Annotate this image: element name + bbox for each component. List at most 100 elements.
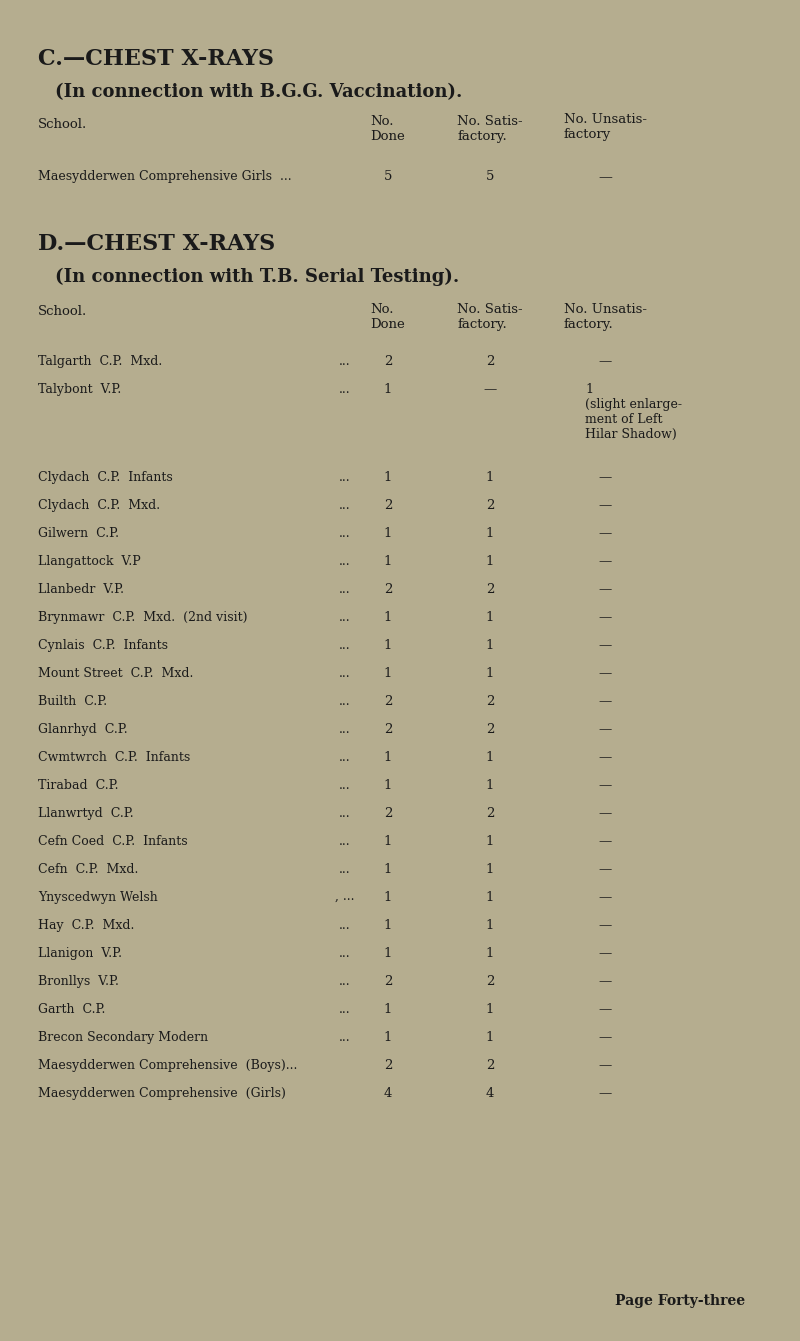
Text: 1: 1 [486, 919, 494, 932]
Text: ...: ... [339, 583, 351, 595]
Text: 1: 1 [384, 890, 392, 904]
Text: 2: 2 [384, 807, 392, 819]
Text: Mount Street  C.P.  Mxd.: Mount Street C.P. Mxd. [38, 666, 194, 680]
Text: Llangattock  V.P: Llangattock V.P [38, 555, 141, 569]
Text: No. Satis-
factory.: No. Satis- factory. [457, 303, 523, 331]
Text: School.: School. [38, 304, 87, 318]
Text: ...: ... [339, 779, 351, 793]
Text: ...: ... [339, 751, 351, 764]
Text: —: — [598, 1088, 612, 1100]
Text: 1: 1 [486, 835, 494, 848]
Text: No. Unsatis-
factory: No. Unsatis- factory [563, 113, 646, 141]
Text: —: — [598, 864, 612, 876]
Text: Clydach  C.P.  Infants: Clydach C.P. Infants [38, 471, 173, 484]
Text: 2: 2 [384, 975, 392, 988]
Text: 1: 1 [384, 666, 392, 680]
Text: Llanigon  V.P.: Llanigon V.P. [38, 947, 122, 960]
Text: Maesydderwen Comprehensive  (Boys)...: Maesydderwen Comprehensive (Boys)... [38, 1059, 298, 1071]
Text: Llanwrtyd  C.P.: Llanwrtyd C.P. [38, 807, 134, 819]
Text: —: — [598, 695, 612, 708]
Text: 2: 2 [486, 975, 494, 988]
Text: 2: 2 [486, 1059, 494, 1071]
Text: 2: 2 [384, 583, 392, 595]
Text: 1: 1 [384, 779, 392, 793]
Text: Talybont  V.P.: Talybont V.P. [38, 384, 122, 396]
Text: Llanbedr  V.P.: Llanbedr V.P. [38, 583, 124, 595]
Text: 5: 5 [384, 170, 392, 182]
Text: ...: ... [339, 1031, 351, 1045]
Text: ...: ... [339, 919, 351, 932]
Text: 1: 1 [384, 471, 392, 484]
Text: 2: 2 [384, 355, 392, 367]
Text: 1: 1 [384, 527, 392, 540]
Text: Maesydderwen Comprehensive Girls  ...: Maesydderwen Comprehensive Girls ... [38, 170, 292, 182]
Text: —: — [598, 355, 612, 367]
Text: —: — [598, 890, 612, 904]
Text: D.—CHEST X-RAYS: D.—CHEST X-RAYS [38, 233, 275, 255]
Text: ...: ... [339, 471, 351, 484]
Text: —: — [598, 583, 612, 595]
Text: —: — [598, 1059, 612, 1071]
Text: 1: 1 [486, 527, 494, 540]
Text: Garth  C.P.: Garth C.P. [38, 1003, 106, 1016]
Text: 1: 1 [486, 864, 494, 876]
Text: —: — [598, 807, 612, 819]
Text: ...: ... [339, 723, 351, 736]
Text: ...: ... [339, 947, 351, 960]
Text: 1: 1 [486, 1031, 494, 1045]
Text: Cefn  C.P.  Mxd.: Cefn C.P. Mxd. [38, 864, 138, 876]
Text: ...: ... [339, 499, 351, 512]
Text: 1: 1 [486, 666, 494, 680]
Text: ...: ... [339, 1003, 351, 1016]
Text: —: — [598, 1031, 612, 1045]
Text: Bronllys  V.P.: Bronllys V.P. [38, 975, 119, 988]
Text: —: — [598, 555, 612, 569]
Text: —: — [598, 499, 612, 512]
Text: ...: ... [339, 527, 351, 540]
Text: 1: 1 [384, 947, 392, 960]
Text: 1: 1 [384, 919, 392, 932]
Text: —: — [598, 975, 612, 988]
Text: 1: 1 [486, 640, 494, 652]
Text: Brynmawr  C.P.  Mxd.  (2nd visit): Brynmawr C.P. Mxd. (2nd visit) [38, 611, 247, 624]
Text: 2: 2 [486, 695, 494, 708]
Text: 1: 1 [486, 779, 494, 793]
Text: 1: 1 [384, 1031, 392, 1045]
Text: 1: 1 [486, 751, 494, 764]
Text: —: — [598, 947, 612, 960]
Text: ...: ... [339, 355, 351, 367]
Text: Cefn Coed  C.P.  Infants: Cefn Coed C.P. Infants [38, 835, 188, 848]
Text: 2: 2 [486, 807, 494, 819]
Text: Talgarth  C.P.  Mxd.: Talgarth C.P. Mxd. [38, 355, 162, 367]
Text: Maesydderwen Comprehensive  (Girls): Maesydderwen Comprehensive (Girls) [38, 1088, 286, 1100]
Text: 1: 1 [384, 611, 392, 624]
Text: 4: 4 [486, 1088, 494, 1100]
Text: Page Forty-three: Page Forty-three [615, 1294, 745, 1307]
Text: Clydach  C.P.  Mxd.: Clydach C.P. Mxd. [38, 499, 160, 512]
Text: ...: ... [339, 695, 351, 708]
Text: Glanrhyd  C.P.: Glanrhyd C.P. [38, 723, 128, 736]
Text: No.
Done: No. Done [370, 115, 406, 143]
Text: ...: ... [339, 384, 351, 396]
Text: Cynlais  C.P.  Infants: Cynlais C.P. Infants [38, 640, 168, 652]
Text: (In connection with B.G.G. Vaccination).: (In connection with B.G.G. Vaccination). [55, 83, 462, 101]
Text: ...: ... [339, 555, 351, 569]
Text: 2: 2 [486, 355, 494, 367]
Text: 2: 2 [486, 499, 494, 512]
Text: ...: ... [339, 807, 351, 819]
Text: 1: 1 [486, 890, 494, 904]
Text: —: — [598, 1003, 612, 1016]
Text: Gilwern  C.P.: Gilwern C.P. [38, 527, 119, 540]
Text: 2: 2 [384, 723, 392, 736]
Text: 1: 1 [486, 1003, 494, 1016]
Text: 2: 2 [384, 499, 392, 512]
Text: Tirabad  C.P.: Tirabad C.P. [38, 779, 118, 793]
Text: 2: 2 [384, 1059, 392, 1071]
Text: ...: ... [339, 611, 351, 624]
Text: 1: 1 [384, 864, 392, 876]
Text: —: — [598, 723, 612, 736]
Text: —: — [598, 835, 612, 848]
Text: ...: ... [339, 835, 351, 848]
Text: Builth  C.P.: Builth C.P. [38, 695, 107, 708]
Text: 1: 1 [384, 751, 392, 764]
